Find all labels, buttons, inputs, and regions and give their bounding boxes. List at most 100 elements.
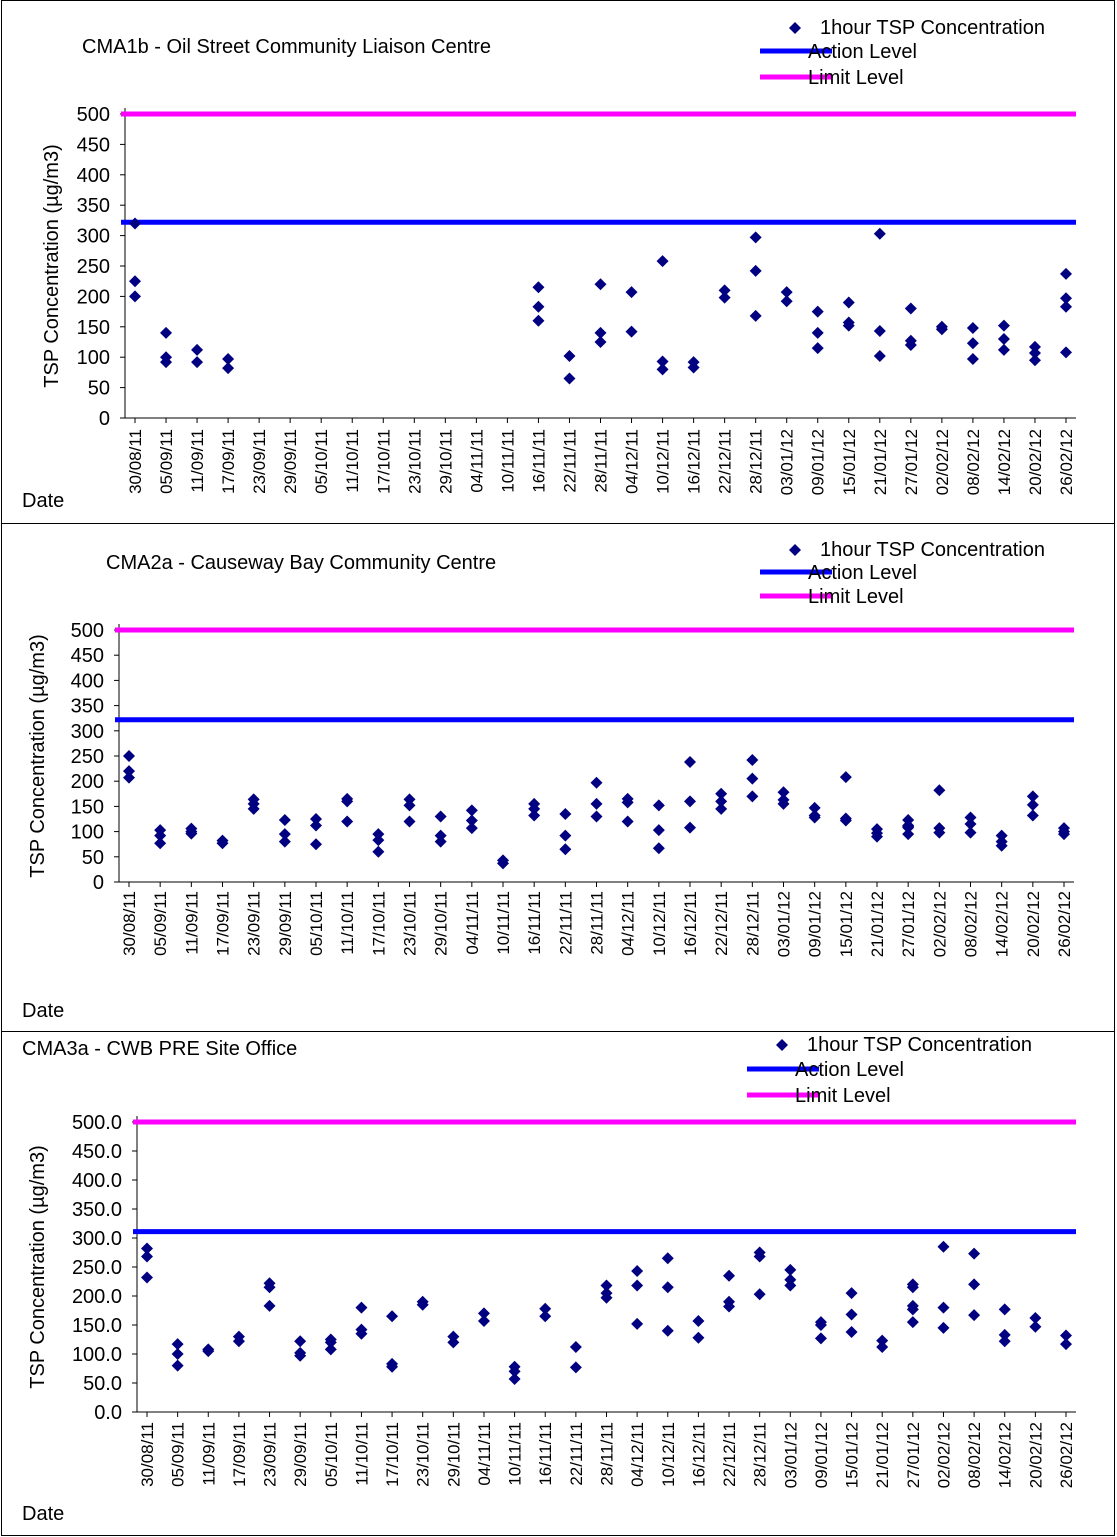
data-point xyxy=(171,1359,184,1372)
y-tick-label: 0 xyxy=(99,408,110,430)
x-tick-label: 26/02/12 xyxy=(1055,891,1074,957)
y-tick-label: 500.0 xyxy=(72,1112,122,1134)
data-point xyxy=(508,1372,521,1385)
legend-marker-scatter xyxy=(789,544,801,556)
data-point xyxy=(278,828,291,841)
data-point xyxy=(966,322,979,335)
x-tick-label: 08/02/12 xyxy=(964,429,983,495)
legend-label-scatter: 1hour TSP Concentration xyxy=(807,1034,1032,1056)
data-point xyxy=(263,1281,276,1294)
legend-label-scatter: 1hour TSP Concentration xyxy=(820,539,1045,561)
data-point xyxy=(539,1302,552,1315)
x-tick-label: 15/01/12 xyxy=(840,429,859,495)
data-point xyxy=(477,1307,490,1320)
x-tick-label: 23/09/11 xyxy=(261,1422,280,1487)
x-tick-label: 28/12/11 xyxy=(747,429,766,494)
data-point xyxy=(845,1308,858,1321)
x-tick-label: 09/01/12 xyxy=(806,891,825,957)
x-tick-label: 20/02/12 xyxy=(1026,1422,1045,1488)
data-point xyxy=(129,275,141,288)
data-point xyxy=(652,842,665,855)
data-point xyxy=(687,361,700,374)
x-tick-label: 10/12/11 xyxy=(650,891,669,956)
y-tick-label: 150.0 xyxy=(72,1315,122,1337)
data-point xyxy=(590,797,603,810)
data-point xyxy=(372,828,385,841)
y-axis-label: TSP Concentration (µg/m3) xyxy=(41,144,63,387)
data-point xyxy=(123,750,135,762)
data-point xyxy=(746,790,759,803)
data-point xyxy=(814,1319,827,1331)
data-point xyxy=(434,829,447,842)
data-point xyxy=(842,319,855,332)
x-tick-label: 08/02/12 xyxy=(962,891,981,957)
data-point xyxy=(1028,354,1041,367)
x-tick-label: 29/09/11 xyxy=(276,891,295,956)
data-point xyxy=(1060,1329,1072,1342)
data-point xyxy=(937,1240,950,1253)
data-point xyxy=(876,1341,889,1354)
data-point xyxy=(532,300,545,313)
data-point xyxy=(278,814,291,827)
data-point xyxy=(539,1310,552,1323)
data-point xyxy=(532,314,545,327)
x-tick-label: 29/10/11 xyxy=(444,1422,463,1487)
x-tick-label: 05/10/11 xyxy=(307,891,326,956)
data-point xyxy=(123,765,135,778)
x-tick-label: 22/11/11 xyxy=(560,429,579,493)
x-tick-label: 23/09/11 xyxy=(245,891,264,956)
data-point xyxy=(1029,1320,1042,1333)
x-tick-label: 27/01/12 xyxy=(904,1422,923,1488)
data-point xyxy=(964,811,977,824)
data-point xyxy=(845,1325,858,1338)
x-tick-label: 16/12/11 xyxy=(685,429,704,494)
y-tick-label: 400 xyxy=(77,165,110,187)
x-tick-label: 28/12/11 xyxy=(743,891,762,956)
data-point xyxy=(964,826,977,839)
data-point xyxy=(447,1336,460,1349)
x-tick-label: 14/02/12 xyxy=(995,429,1014,495)
x-tick-label: 22/11/11 xyxy=(567,1422,586,1486)
y-tick-label: 100 xyxy=(71,822,104,844)
y-tick-label: 50 xyxy=(88,378,110,400)
data-point xyxy=(933,784,946,797)
x-tick-label: 28/11/11 xyxy=(588,891,607,955)
x-tick-label: 23/10/11 xyxy=(405,429,424,494)
data-point xyxy=(324,1336,337,1349)
legend-label-action: Action Level xyxy=(795,1059,904,1081)
data-point xyxy=(692,1314,705,1327)
data-point xyxy=(723,1300,736,1313)
data-point xyxy=(906,1316,919,1329)
data-point xyxy=(839,771,852,784)
data-point xyxy=(563,372,576,385)
chart-svg-cma1b: CMA1b - Oil Street Community Liaison Cen… xyxy=(22,17,1076,512)
x-tick-label: 26/02/12 xyxy=(1057,1422,1076,1488)
x-axis-label: Date xyxy=(22,1000,64,1022)
x-tick-label: 10/11/11 xyxy=(506,1422,525,1486)
x-tick-label: 27/01/12 xyxy=(899,891,918,957)
data-point xyxy=(191,356,204,369)
x-tick-label: 17/10/11 xyxy=(383,1422,402,1487)
data-point xyxy=(532,281,545,294)
data-point xyxy=(811,326,824,339)
x-tick-label: 11/09/11 xyxy=(199,1422,218,1486)
data-point xyxy=(631,1279,644,1292)
y-tick-label: 200 xyxy=(71,771,104,793)
x-tick-label: 10/11/11 xyxy=(498,429,517,493)
data-point xyxy=(684,756,696,769)
data-point xyxy=(780,286,793,299)
y-tick-label: 400.0 xyxy=(72,1170,122,1192)
x-tick-label: 22/12/11 xyxy=(716,429,735,494)
x-tick-label: 09/01/12 xyxy=(809,429,828,495)
data-point xyxy=(845,1287,858,1300)
data-point xyxy=(842,296,855,309)
chart-panel-cma1b: CMA1b - Oil Street Community Liaison Cen… xyxy=(1,0,1115,524)
y-tick-label: 500 xyxy=(71,620,104,642)
data-point xyxy=(656,355,669,368)
x-tick-label: 14/02/12 xyxy=(993,891,1012,957)
data-point xyxy=(123,771,135,784)
data-point xyxy=(839,814,852,827)
data-point xyxy=(1028,346,1041,359)
y-tick-label: 350 xyxy=(71,696,104,718)
data-point xyxy=(1060,300,1072,313)
